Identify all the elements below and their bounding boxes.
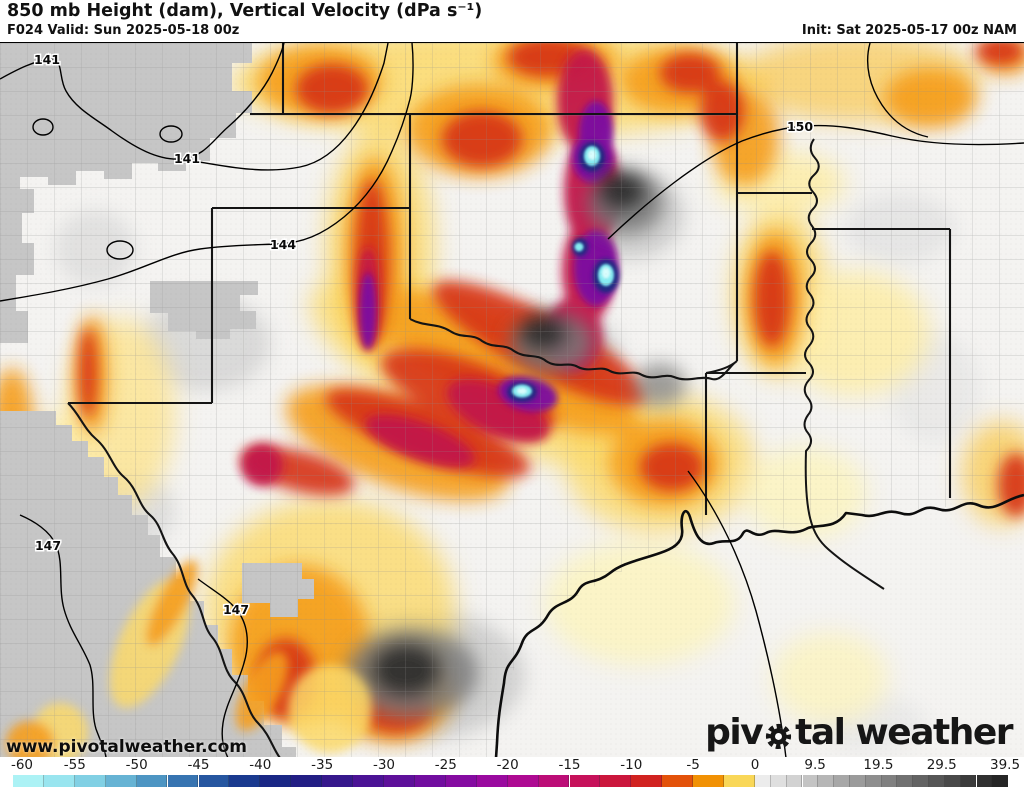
logo-text-pre: piv xyxy=(705,712,764,753)
colorbar-cell xyxy=(834,775,850,787)
colorbar-cell xyxy=(43,775,75,787)
colorbar-cell xyxy=(631,775,663,787)
contour-label-150: 150 xyxy=(787,119,813,134)
colorbar-cell xyxy=(897,775,914,787)
colorbar-cell xyxy=(476,775,508,787)
gear-icon xyxy=(766,723,792,750)
colorbar-tick-labels: -60 -55 -50 -45 -40 -35 -30 -25 -20 -15 -10 -5 0 9.5 1… xyxy=(0,757,1024,773)
colorbar-tick: -35 xyxy=(311,757,334,773)
colorbar-cell xyxy=(662,775,694,787)
colorbar-cell xyxy=(944,775,961,787)
colorbar-tick: -20 xyxy=(496,757,519,773)
pivotal-weather-logo: piv tal weather xyxy=(692,693,1022,763)
colorbar-cell xyxy=(136,775,168,787)
valid-time-label: F024 Valid: Sun 2025-05-18 00z xyxy=(7,23,240,38)
colorbar-cell xyxy=(384,775,415,787)
colorbar-cell xyxy=(600,775,632,787)
colorbar-gradient xyxy=(0,775,1024,787)
colorbar-cell xyxy=(229,775,261,787)
weather-map-svg: 141 141 144 147 147 150 xyxy=(0,43,1024,758)
mississippi-river xyxy=(803,138,885,590)
colorbar-cell xyxy=(414,775,446,787)
logo-text-post: tal weather xyxy=(795,712,1013,753)
colorbar-cell xyxy=(353,775,384,787)
colorbar-cell xyxy=(992,775,1009,787)
gulf-coastline xyxy=(494,493,1024,758)
contour-label-141a: 141 xyxy=(34,52,60,67)
header: 850 mb Height (dam), Vertical Velocity (… xyxy=(0,0,1024,42)
colorbar-cell xyxy=(976,775,993,787)
colorbar-cell xyxy=(260,775,292,787)
colorbar-tick: 39.5 xyxy=(990,757,1021,773)
colorbar-tick: -50 xyxy=(125,757,148,773)
colorbar-tick: -10 xyxy=(620,757,643,773)
colorbar-cell xyxy=(865,775,882,787)
colorbar-cell xyxy=(960,775,977,787)
page-title: 850 mb Height (dam), Vertical Velocity (… xyxy=(7,1,483,21)
height-contours xyxy=(0,43,1024,758)
colorbar-cell xyxy=(13,775,44,787)
colorbar-cell xyxy=(167,775,199,787)
colorbar-cell xyxy=(569,775,601,787)
colorbar-tick: -45 xyxy=(187,757,210,773)
contour-label-141b: 141 xyxy=(174,151,200,166)
colorbar-cell xyxy=(198,775,230,787)
colorbar-cell xyxy=(538,775,570,787)
colorbar-cell xyxy=(770,775,787,787)
colorbar-tick: -25 xyxy=(434,757,457,773)
colorbar: -60 -55 -50 -45 -40 -35 -30 -25 -20 -15 -10 -5 0 9.5 1… xyxy=(0,757,1024,791)
colorbar-cell xyxy=(74,775,106,787)
contour-label-147b: 147 xyxy=(223,602,249,617)
colorbar-cell xyxy=(929,775,945,787)
colorbar-tick: 9.5 xyxy=(804,757,826,773)
colorbar-cell xyxy=(818,775,835,787)
colorbar-tick: -55 xyxy=(63,757,86,773)
colorbar-cell xyxy=(507,775,539,787)
contour-label-147a: 147 xyxy=(35,538,61,553)
colorbar-tick: -15 xyxy=(558,757,581,773)
colorbar-cell xyxy=(291,775,323,787)
colorbar-tick: -5 xyxy=(686,757,700,773)
colorbar-cell xyxy=(445,775,477,787)
colorbar-tick: -60 xyxy=(10,757,34,773)
colorbar-cell xyxy=(850,775,866,787)
map-canvas: 141 141 144 147 147 150 www.pivotalweath… xyxy=(0,42,1024,763)
contour-label-144: 144 xyxy=(270,237,296,252)
colorbar-cell xyxy=(881,775,898,787)
colorbar-cell xyxy=(322,775,354,787)
colorbar-cell xyxy=(105,775,137,787)
height-contour-labels: 141 141 144 147 147 150 xyxy=(32,51,814,619)
colorbar-cell xyxy=(693,775,725,787)
colorbar-cell xyxy=(786,775,803,787)
colorbar-cell xyxy=(755,775,771,787)
colorbar-cell xyxy=(802,775,819,787)
colorbar-tick: -30 xyxy=(372,757,396,773)
colorbar-tick: -40 xyxy=(249,757,272,773)
colorbar-tick: 29.5 xyxy=(926,757,957,773)
colorbar-tick: 19.5 xyxy=(863,757,894,773)
colorbar-cell xyxy=(913,775,930,787)
init-time-label: Init: Sat 2025-05-17 00z NAM xyxy=(801,23,1017,38)
watermark-url: www.pivotalweather.com xyxy=(6,737,248,757)
colorbar-tick: 0 xyxy=(750,757,760,773)
state-borders xyxy=(67,43,952,758)
colorbar-cell xyxy=(724,775,755,787)
